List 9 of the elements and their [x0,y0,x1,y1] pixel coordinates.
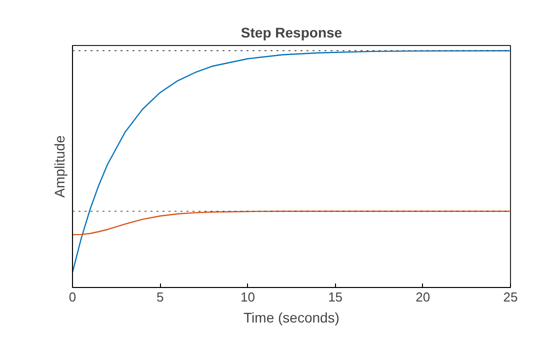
x-axis-title: Time (seconds) [244,310,340,326]
chart-title: Step Response [240,24,342,40]
x-tick-label: 0 [68,290,76,304]
x-tick-label: 25 [503,290,518,304]
x-tick-label: 20 [416,290,430,304]
x-tick-label: 10 [240,290,255,304]
y-axis-title: Amplitude [52,135,68,198]
x-tick-label: 15 [328,290,343,304]
x-tick-label: 5 [156,290,164,304]
